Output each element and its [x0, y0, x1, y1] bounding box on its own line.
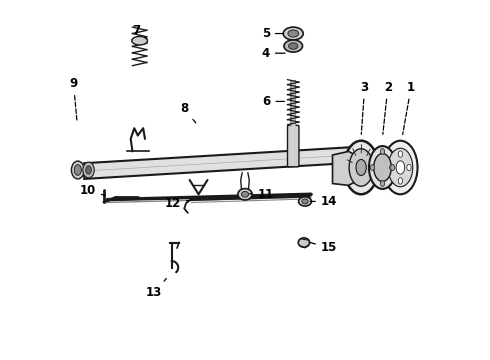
Ellipse shape — [349, 149, 373, 186]
Ellipse shape — [380, 149, 385, 154]
Text: 8: 8 — [180, 102, 197, 124]
Ellipse shape — [72, 161, 84, 179]
Ellipse shape — [284, 40, 302, 52]
Text: 3: 3 — [361, 81, 369, 134]
Ellipse shape — [83, 162, 94, 178]
Text: 1: 1 — [403, 81, 415, 134]
Text: 5: 5 — [262, 27, 283, 40]
Polygon shape — [84, 147, 352, 179]
Ellipse shape — [396, 161, 405, 174]
FancyBboxPatch shape — [288, 125, 299, 167]
Ellipse shape — [86, 166, 92, 174]
Ellipse shape — [388, 148, 413, 187]
Ellipse shape — [398, 151, 402, 157]
Ellipse shape — [132, 36, 147, 45]
Ellipse shape — [238, 189, 252, 200]
Ellipse shape — [383, 141, 417, 194]
Text: 4: 4 — [262, 47, 285, 60]
Ellipse shape — [298, 238, 310, 247]
Ellipse shape — [356, 159, 366, 176]
Ellipse shape — [398, 178, 402, 184]
Ellipse shape — [369, 146, 396, 189]
Ellipse shape — [298, 197, 312, 206]
Ellipse shape — [370, 165, 374, 170]
Ellipse shape — [74, 165, 81, 175]
Text: 9: 9 — [70, 77, 77, 120]
Text: 7: 7 — [132, 24, 147, 39]
Text: 13: 13 — [146, 279, 166, 299]
Polygon shape — [333, 152, 359, 185]
Ellipse shape — [242, 192, 248, 197]
Text: 12: 12 — [165, 197, 191, 210]
Ellipse shape — [283, 27, 303, 40]
Ellipse shape — [344, 141, 378, 194]
Ellipse shape — [302, 199, 308, 204]
Ellipse shape — [289, 43, 298, 49]
Ellipse shape — [380, 181, 385, 186]
Text: 10: 10 — [80, 184, 105, 197]
Ellipse shape — [288, 30, 298, 37]
Text: 2: 2 — [383, 81, 392, 134]
Text: 6: 6 — [262, 95, 284, 108]
Ellipse shape — [407, 164, 411, 171]
Text: 14: 14 — [310, 195, 337, 208]
Ellipse shape — [374, 154, 392, 181]
Text: 15: 15 — [309, 241, 337, 255]
Ellipse shape — [390, 164, 394, 171]
Ellipse shape — [391, 165, 395, 170]
Text: 11: 11 — [249, 188, 274, 201]
